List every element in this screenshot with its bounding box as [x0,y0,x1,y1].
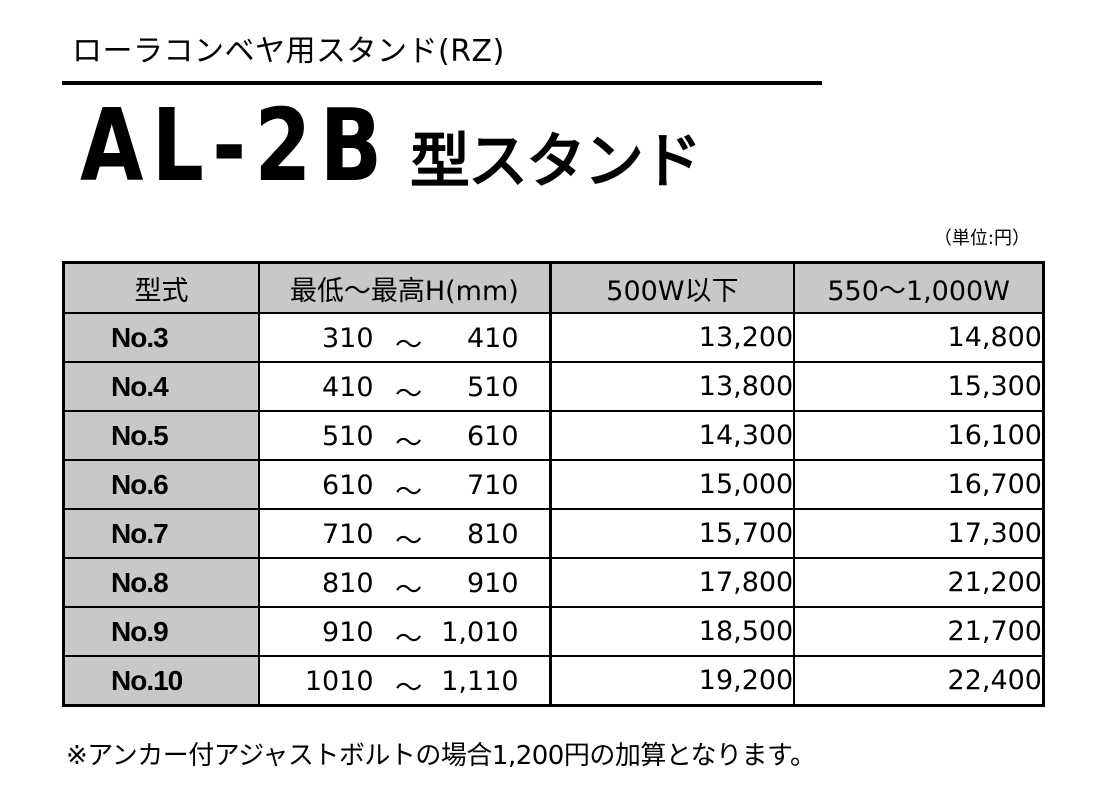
price-500w-cell: 13,800 [548,361,796,412]
range-separator: ～ [395,624,423,655]
height-range-cell: 510 ～ 610 [258,410,552,461]
height-max: 710 [467,470,519,501]
height-range-cell: 310 ～ 410 [258,312,552,363]
model-name: AL-2B [80,87,391,204]
height-min: 310 [322,323,374,354]
price-500w-cell: 13,200 [548,312,796,363]
table-header-row: 型式 最低～最高H(mm) 500W以下 550～1,000W [62,261,1045,314]
price-1000w-cell: 22,400 [793,655,1045,707]
height-max: 810 [467,519,519,550]
column-header-model: 型式 [62,261,261,314]
table-row: No.6 610 ～ 710 15,000 16,700 [62,459,1045,510]
height-max: 910 [467,568,519,599]
price-500w-cell: 15,000 [548,459,796,510]
height-min: 410 [322,372,374,403]
height-max: 610 [467,421,519,452]
price-table: 型式 最低～最高H(mm) 500W以下 550～1,000W No.3 310 ～… [62,261,1045,707]
height-min: 810 [322,568,374,599]
height-max: 1,110 [441,666,519,697]
price-1000w-cell: 15,300 [793,361,1045,412]
price-1000w-cell: 21,700 [793,606,1045,657]
model-cell: No.10 [62,655,261,707]
table-row: No.3 310 ～ 410 13,200 14,800 [62,312,1045,363]
model-cell: No.6 [62,459,261,510]
price-500w-cell: 15,700 [548,508,796,559]
height-max: 410 [467,323,519,354]
model-suffix: 型スタンド [410,127,702,197]
price-500w-cell: 18,500 [548,606,796,657]
height-min: 1010 [304,666,374,697]
price-1000w-cell: 16,700 [793,459,1045,510]
column-header-price-500w: 500W以下 [548,261,796,314]
height-range-cell: 910 ～ 1,010 [258,606,552,657]
model-cell: No.4 [62,361,261,412]
price-1000w-cell: 21,200 [793,557,1045,608]
range-separator: ～ [395,526,423,557]
range-separator: ～ [395,673,423,704]
range-separator: ～ [395,330,423,361]
model-cell: No.5 [62,410,261,461]
height-min: 910 [322,617,374,648]
height-range-cell: 710 ～ 810 [258,508,552,559]
model-cell: No.3 [62,312,261,363]
price-1000w-cell: 14,800 [793,312,1045,363]
model-cell: No.8 [62,557,261,608]
height-range-cell: 610 ～ 710 [258,459,552,510]
height-range-cell: 1010 ～ 1,110 [258,655,552,707]
model-cell: No.9 [62,606,261,657]
table-row: No.10 1010 ～ 1,110 19,200 22,400 [62,655,1045,707]
range-separator: ～ [395,379,423,410]
column-header-height: 最低～最高H(mm) [258,261,552,314]
height-max: 510 [467,372,519,403]
range-separator: ～ [395,428,423,459]
height-range-cell: 410 ～ 510 [258,361,552,412]
height-min: 710 [322,519,374,550]
table-row: No.5 510 ～ 610 14,300 16,100 [62,410,1045,461]
height-min: 610 [322,470,374,501]
footer-note: ※アンカー付アジャストボルトの場合1,200円の加算となります。 [66,741,816,771]
table-row: No.4 410 ～ 510 13,800 15,300 [62,361,1045,412]
price-1000w-cell: 16,100 [793,410,1045,461]
price-500w-cell: 19,200 [548,655,796,707]
height-min: 510 [322,421,374,452]
price-500w-cell: 17,800 [548,557,796,608]
height-max: 1,010 [441,617,519,648]
table-row: No.8 810 ～ 910 17,800 21,200 [62,557,1045,608]
price-500w-cell: 14,300 [548,410,796,461]
column-header-price-1000w: 550～1,000W [793,261,1045,314]
title-divider [62,81,822,85]
table-row: No.9 910 ～ 1,010 18,500 21,700 [62,606,1045,657]
range-separator: ～ [395,575,423,606]
model-cell: No.7 [62,508,261,559]
page-subtitle: ローラコンベヤ用スタンド(RZ) [72,34,505,69]
range-separator: ～ [395,477,423,508]
table-row: No.7 710 ～ 810 15,700 17,300 [62,508,1045,559]
height-range-cell: 810 ～ 910 [258,557,552,608]
page-title: AL-2B 型スタンド [80,87,702,204]
price-1000w-cell: 17,300 [793,508,1045,559]
unit-note: （単位:円） [933,228,1030,249]
